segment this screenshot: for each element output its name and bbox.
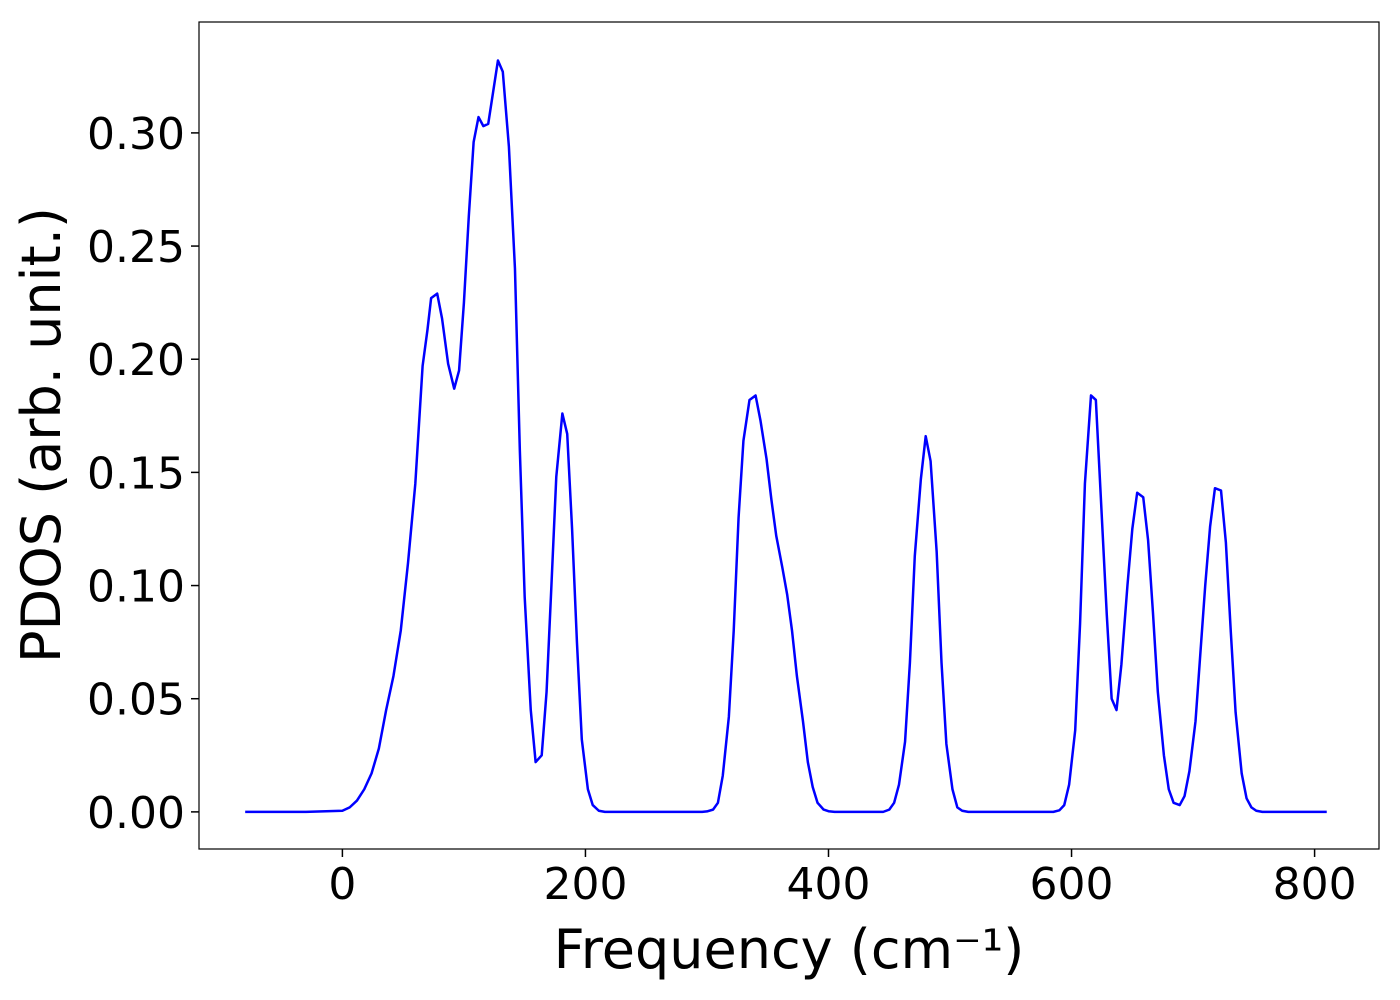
y-tick-label: 0.10 xyxy=(87,562,185,613)
y-tick-label: 0.00 xyxy=(87,788,185,839)
y-tick-label: 0.30 xyxy=(87,109,185,160)
x-tick-label: 200 xyxy=(543,859,627,910)
plot-frame xyxy=(198,21,1380,850)
x-tick-label: 400 xyxy=(787,859,871,910)
y-tick-label: 0.15 xyxy=(87,448,185,499)
y-tick-label: 0.25 xyxy=(87,222,185,273)
x-axis-label: Frequency (cm⁻¹) xyxy=(554,918,1025,981)
x-tick-label: 600 xyxy=(1030,859,1114,910)
x-tick-label: 0 xyxy=(328,859,356,910)
data-line xyxy=(245,59,1327,814)
x-tick-label: 800 xyxy=(1273,859,1357,910)
y-tick-label: 0.05 xyxy=(87,675,185,726)
y-axis-label: PDOS (arb. unit.) xyxy=(10,207,73,663)
y-tick-label: 0.20 xyxy=(87,335,185,386)
